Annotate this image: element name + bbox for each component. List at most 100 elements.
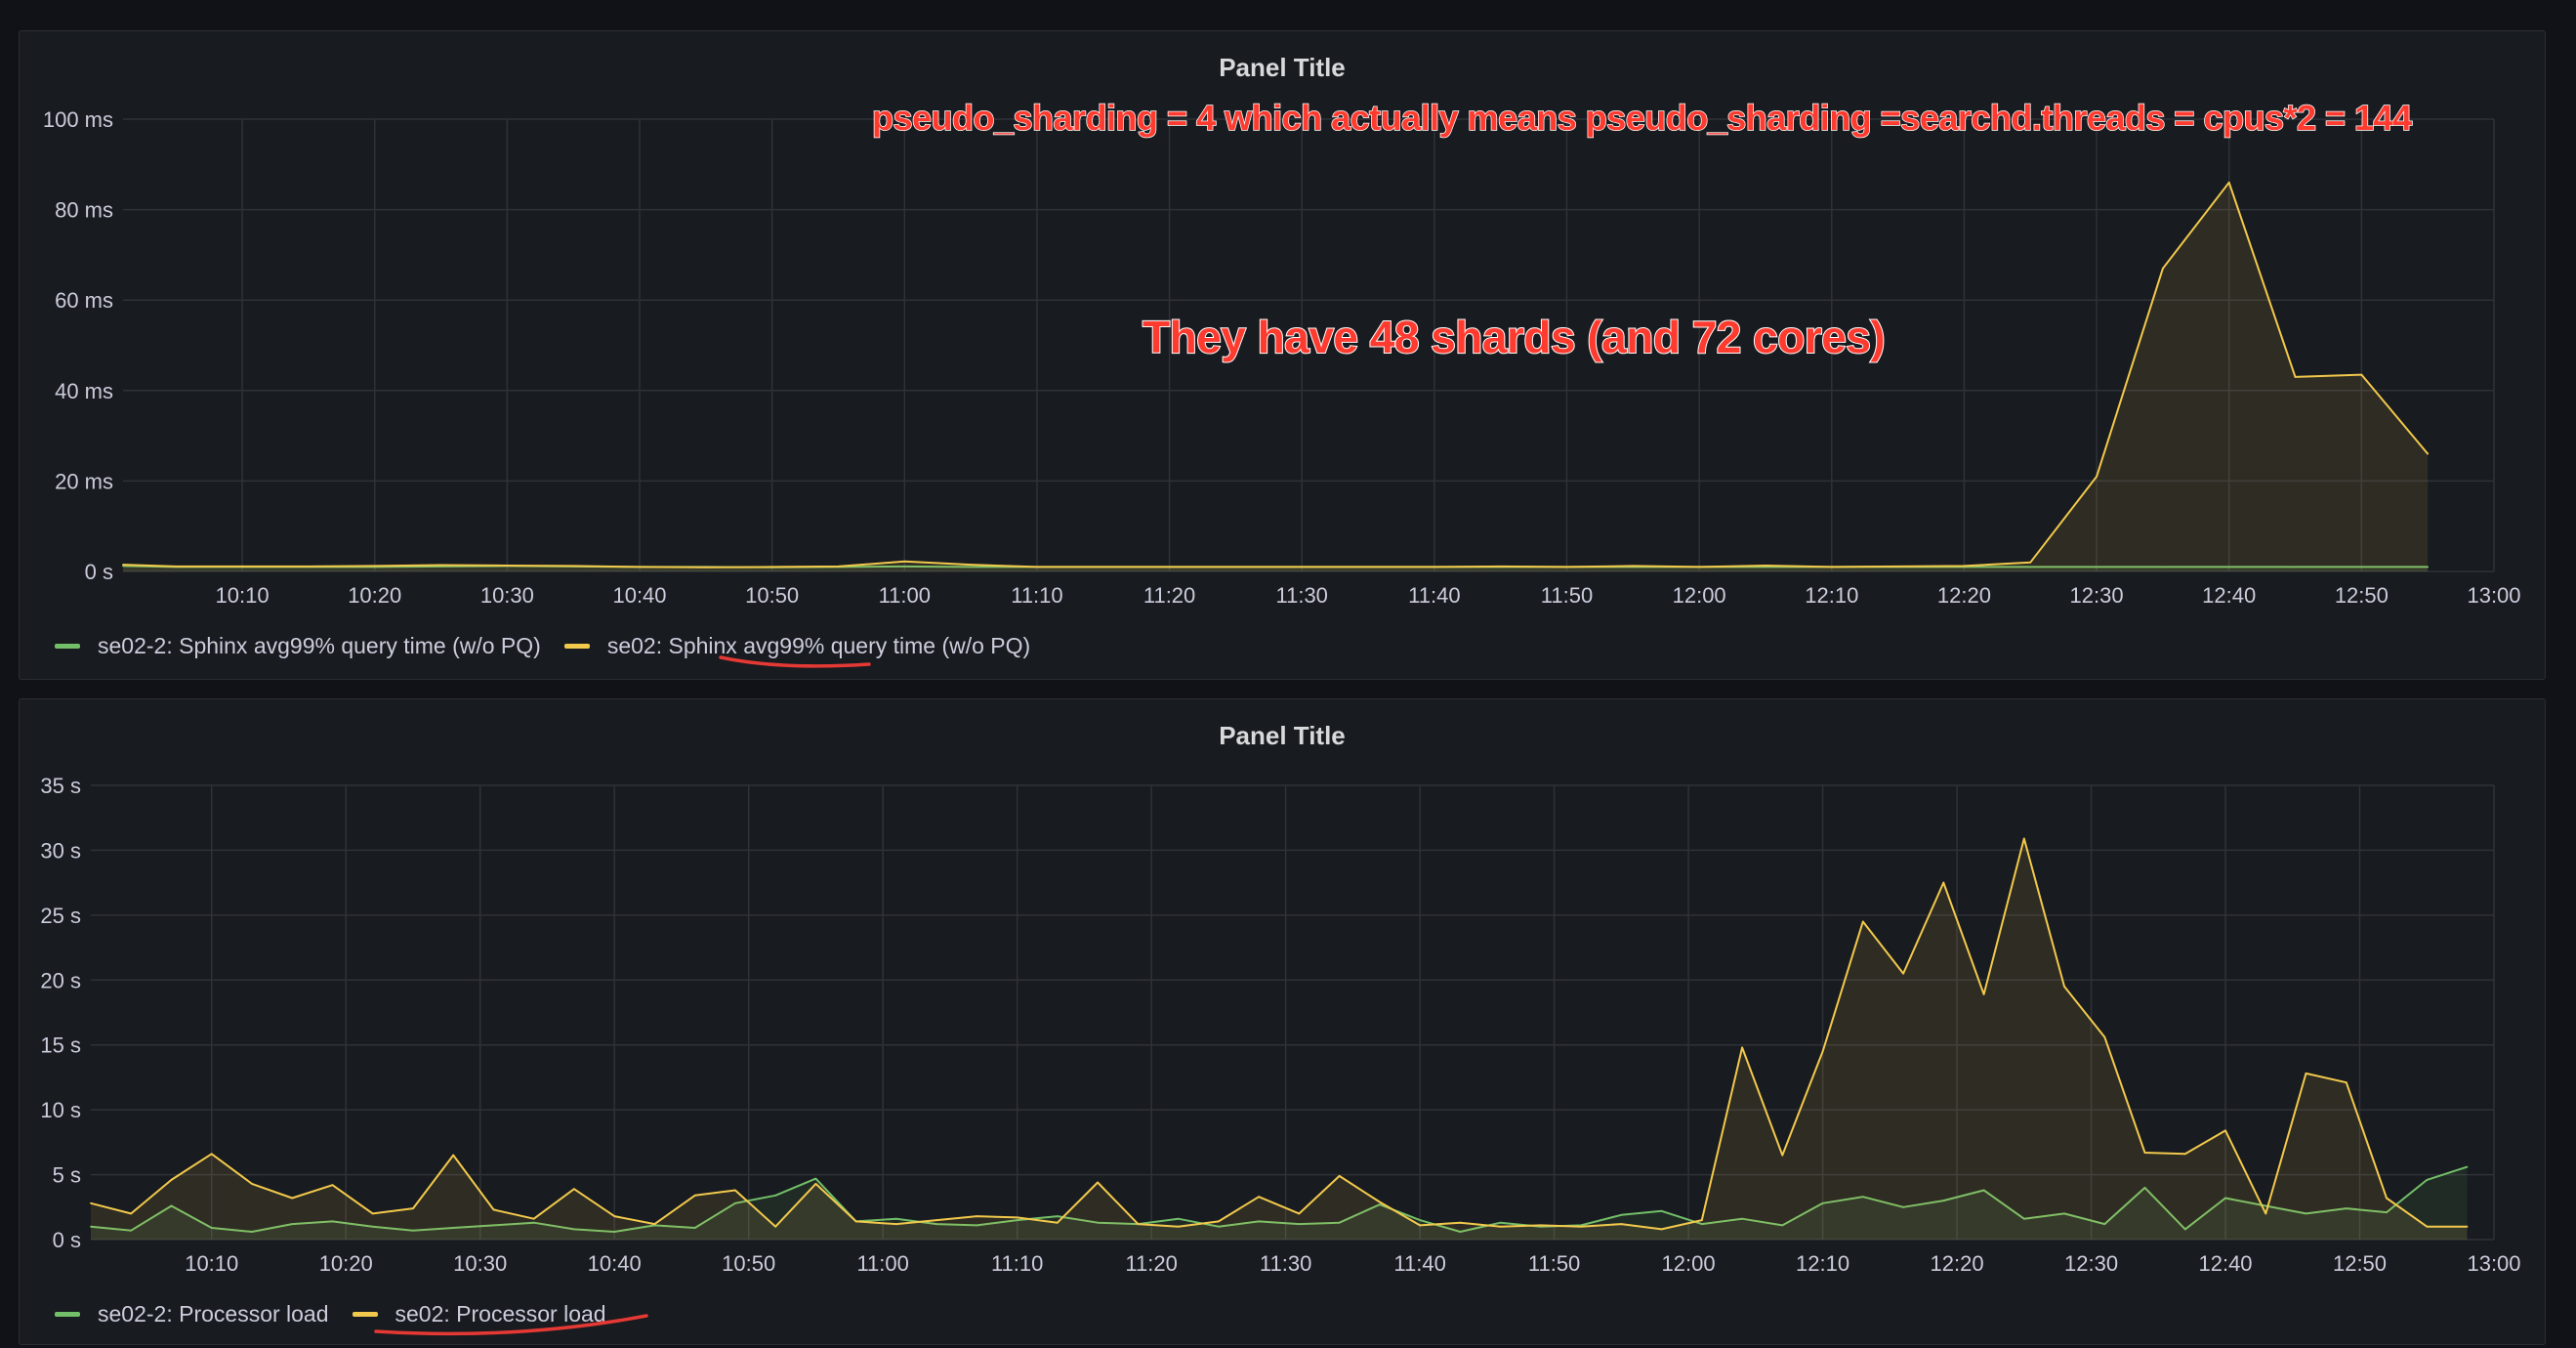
series-1-point-29 — [1258, 1196, 1260, 1199]
legend-swatch-green — [55, 644, 80, 649]
series-0-point-32 — [1379, 1203, 1381, 1205]
series-0-point-17 — [774, 1194, 777, 1197]
series-1-point-49 — [2063, 986, 2065, 988]
series-1-point-9 — [452, 1154, 455, 1157]
x-tick-label: 12:50 — [2333, 1251, 2387, 1276]
series-0-point-35 — [2427, 566, 2430, 569]
x-tick-label: 12:40 — [2198, 1251, 2252, 1276]
series-1-point-39 — [1660, 1228, 1663, 1231]
query-time-panel: Panel Title 0 s 20 ms 40 ms 60 ms 80 ms 100 m… — [19, 30, 2546, 680]
series-line-1 — [90, 837, 2468, 1231]
x-tick-label: 10:20 — [348, 583, 401, 608]
series-0-point-15 — [693, 1227, 696, 1229]
series-area-1 — [123, 182, 2429, 572]
series-1-point-22 — [976, 1215, 978, 1217]
series-1-point-5 — [439, 564, 442, 567]
legend-item-se02-2[interactable]: se02-2: Processor load — [55, 1301, 329, 1327]
series-0-point-13 — [613, 1231, 616, 1233]
series-0-point-24 — [1057, 1215, 1059, 1217]
annotation-shards: They have 48 shards (and 72 cores) — [1142, 311, 1887, 363]
series-1-point-16 — [1168, 566, 1171, 569]
y-tick-label: 40 ms — [55, 379, 113, 403]
series-0-point-58 — [2426, 1179, 2429, 1181]
series-1-point-24 — [1698, 566, 1700, 569]
series-1-point-36 — [1539, 1224, 1542, 1227]
series-1-point-1 — [175, 566, 178, 568]
series-1-point-17 — [774, 1225, 777, 1228]
series-0-point-51 — [2143, 1187, 2146, 1189]
series-0-point-48 — [2022, 1217, 2025, 1220]
legend-item-se02-2[interactable]: se02-2: Sphinx avg99% query time (w/o PQ… — [55, 633, 541, 659]
series-1-point-31 — [2162, 267, 2164, 270]
legend-item-se02[interactable]: se02: Processor load — [352, 1301, 606, 1327]
series-1-point-20 — [1433, 566, 1435, 569]
series-0-point-22 — [976, 1224, 978, 1227]
series-1-point-3 — [308, 566, 310, 568]
panel-title[interactable]: Panel Title — [1219, 53, 1346, 82]
legend-label: se02: Processor load — [395, 1301, 606, 1327]
series-0-point-16 — [734, 1201, 736, 1204]
legend-label: se02-2: Sphinx avg99% query time (w/o PQ… — [98, 633, 541, 658]
series-0-point-50 — [2103, 1223, 2106, 1225]
series-1-point-41 — [1741, 1046, 1743, 1049]
series-1-point-19 — [854, 1220, 857, 1223]
x-tick-label: 11:50 — [1541, 583, 1593, 608]
annotation-pseudo-sharding: pseudo_sharding = 4 which actually means… — [871, 97, 2413, 139]
series-0-point-7 — [371, 1225, 374, 1228]
series-0-point-12 — [903, 566, 906, 568]
query-time-chart[interactable]: 0 s 20 ms 40 ms 60 ms 80 ms 100 ms 10:10 10:20 1… — [20, 31, 2545, 617]
x-tick-label: 12:00 — [1673, 583, 1726, 608]
series-0-point-13 — [970, 566, 972, 569]
x-tick-label: 11:50 — [1528, 1251, 1580, 1276]
series-0-point-11 — [532, 1221, 535, 1224]
series-1-point-8 — [412, 1207, 414, 1209]
series-1-point-59 — [2466, 1225, 2469, 1228]
series-1-point-55 — [2305, 1073, 2307, 1074]
grid — [91, 784, 2495, 1241]
series-1-point-2 — [170, 1179, 173, 1181]
series-1-point-8 — [639, 566, 641, 569]
y-tick-label: 100 ms — [43, 107, 113, 132]
series-0-point-44 — [1861, 1196, 1864, 1199]
series-1-point-14 — [653, 1223, 656, 1225]
x-tick-label: 11:40 — [1393, 1251, 1445, 1276]
legend-item-se02[interactable]: se02: Sphinx avg99% query time (w/o PQ) — [563, 633, 1030, 659]
series-1-point-15 — [693, 1194, 696, 1197]
series-0-point-38 — [1620, 1213, 1623, 1216]
series-1-point-0 — [122, 564, 124, 566]
series-1-point-38 — [1620, 1223, 1623, 1225]
series-0-point-56 — [2345, 1207, 2347, 1209]
x-tick-label: 12:30 — [2064, 1251, 2118, 1276]
series-line-1 — [122, 181, 2429, 569]
series-0-point-9 — [452, 1227, 455, 1229]
series-1-point-16 — [734, 1189, 736, 1192]
panel-title[interactable]: Panel Title — [1219, 721, 1346, 750]
series-1-point-23 — [1016, 1216, 1018, 1219]
series-1-point-51 — [2143, 1152, 2146, 1154]
series-0-point-43 — [1821, 1201, 1824, 1204]
series-1-point-26 — [1830, 566, 1833, 569]
series-0-point-31 — [2162, 566, 2164, 569]
x-tick-label: 11:00 — [879, 583, 931, 608]
grid — [123, 118, 2495, 572]
series-1-point-10 — [770, 566, 773, 569]
series-1-point-45 — [1902, 972, 1904, 975]
processor-load-chart[interactable]: 0 s 5 s 10 s 15 s 20 s 25 s 30 s 35 s 10:10 10:20… — [20, 699, 2545, 1285]
x-tick-label: 10:10 — [185, 1251, 238, 1276]
y-tick-label: 0 s — [85, 560, 113, 584]
series-1-point-35 — [1499, 1225, 1502, 1228]
x-tick-label: 11:10 — [991, 1251, 1043, 1276]
series-1-point-42 — [1781, 1154, 1784, 1157]
series-1-point-34 — [1459, 1221, 1462, 1224]
legend: se02-2: Processor load se02: Processor l… — [55, 1301, 630, 1327]
series-1-point-30 — [2096, 475, 2098, 478]
x-tick-label: 11:40 — [1408, 583, 1460, 608]
series-1-point-31 — [1338, 1175, 1341, 1177]
series-0-point-29 — [2029, 566, 2032, 569]
x-tick-label: 12:40 — [2202, 583, 2256, 608]
series-0-point-18 — [814, 1177, 817, 1180]
series-1-point-40 — [1700, 1219, 1703, 1221]
series-1-point-22 — [1565, 566, 1568, 569]
series-0-point-33 — [1419, 1219, 1421, 1221]
series-area-1 — [91, 838, 2468, 1240]
